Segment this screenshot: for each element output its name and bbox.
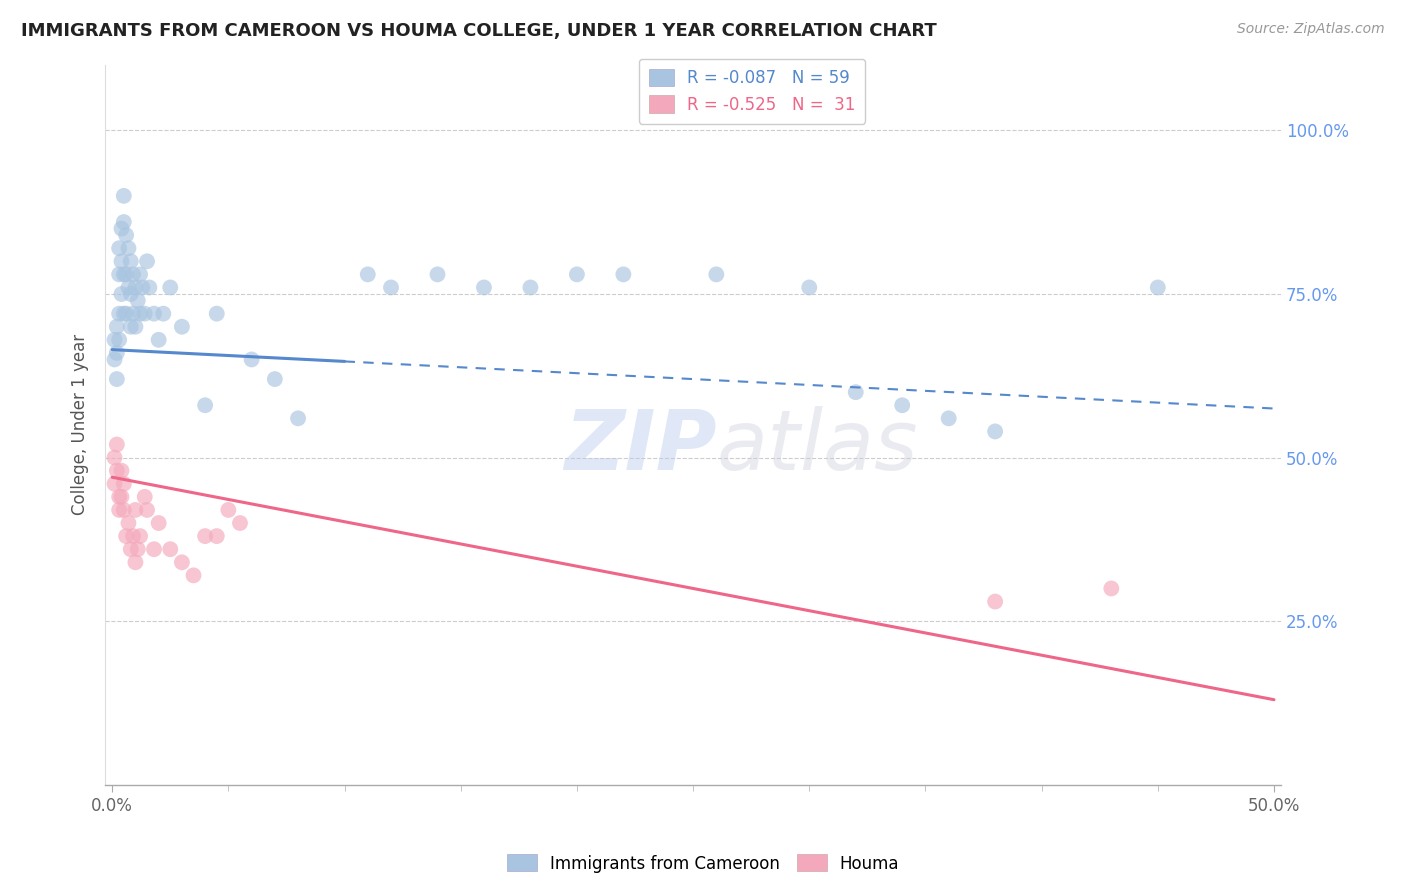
Point (122, 307, 145, 321)
Legend: R = -0.087   N = 59, R = -0.525   N =  31: R = -0.087 N = 59, R = -0.525 N = 31 (638, 59, 865, 124)
Point (938, 411, 960, 425)
Point (108, 268, 131, 282)
Point (115, 307, 138, 321)
Point (194, 398, 217, 412)
Point (108, 241, 131, 255)
Point (136, 503, 159, 517)
Text: Source: ZipAtlas.com: Source: ZipAtlas.com (1237, 22, 1385, 37)
Text: IMMIGRANTS FROM CAMEROON VS HOUMA COLLEGE, UNDER 1 YEAR CORRELATION CHART: IMMIGRANTS FROM CAMEROON VS HOUMA COLLEG… (21, 22, 936, 40)
Point (105, 372, 128, 386)
Point (229, 516, 252, 530)
Point (472, 280, 495, 294)
Point (103, 476, 125, 491)
Point (103, 333, 125, 347)
Text: atlas: atlas (717, 406, 918, 487)
Point (108, 307, 131, 321)
Point (183, 568, 205, 582)
Point (120, 287, 142, 301)
Point (129, 307, 152, 321)
Point (984, 594, 1007, 608)
Point (148, 333, 170, 347)
Point (148, 516, 170, 530)
Point (115, 529, 138, 543)
Point (112, 189, 135, 203)
Point (287, 411, 309, 425)
Point (103, 450, 125, 465)
Point (124, 319, 146, 334)
Point (120, 254, 142, 268)
Point (129, 529, 152, 543)
Point (124, 555, 146, 569)
Point (117, 280, 139, 294)
Point (131, 280, 153, 294)
Point (799, 280, 821, 294)
Point (704, 268, 727, 282)
Point (138, 280, 160, 294)
Point (108, 503, 131, 517)
Point (984, 425, 1007, 439)
Point (122, 268, 145, 282)
Point (194, 529, 217, 543)
Point (120, 319, 142, 334)
Point (110, 254, 132, 268)
Point (103, 352, 125, 367)
Point (117, 241, 139, 255)
Point (110, 490, 132, 504)
Text: ZIP: ZIP (564, 406, 717, 487)
Point (112, 215, 135, 229)
Point (105, 346, 128, 360)
Point (124, 280, 146, 294)
Point (170, 319, 193, 334)
Point (105, 319, 128, 334)
Point (127, 542, 149, 557)
Point (134, 307, 156, 321)
Point (380, 280, 402, 294)
Point (519, 280, 541, 294)
Point (112, 476, 135, 491)
Point (170, 555, 193, 569)
Point (891, 398, 914, 412)
Point (612, 268, 634, 282)
Point (120, 542, 142, 557)
Point (240, 352, 263, 367)
Point (159, 542, 181, 557)
Point (565, 268, 588, 282)
Point (124, 503, 146, 517)
Point (110, 464, 132, 478)
Point (205, 307, 228, 321)
Point (115, 228, 138, 243)
Point (122, 529, 145, 543)
Y-axis label: College, Under 1 year: College, Under 1 year (72, 334, 89, 516)
Point (127, 293, 149, 308)
Point (110, 221, 132, 235)
Point (108, 490, 131, 504)
Point (205, 529, 228, 543)
Point (143, 307, 166, 321)
Point (357, 268, 380, 282)
Point (112, 307, 135, 321)
Point (115, 268, 138, 282)
Point (112, 503, 135, 517)
Point (112, 268, 135, 282)
Point (1146, 280, 1168, 294)
Point (159, 280, 181, 294)
Point (134, 490, 156, 504)
Point (110, 287, 132, 301)
Point (217, 503, 239, 517)
Point (263, 372, 285, 386)
Point (105, 437, 128, 451)
Point (1099, 582, 1122, 596)
Legend: Immigrants from Cameroon, Houma: Immigrants from Cameroon, Houma (501, 847, 905, 880)
Point (426, 268, 449, 282)
Point (143, 542, 166, 557)
Point (129, 268, 152, 282)
Point (136, 254, 159, 268)
Point (117, 516, 139, 530)
Point (108, 333, 131, 347)
Point (152, 307, 174, 321)
Point (105, 464, 128, 478)
Point (845, 385, 868, 400)
